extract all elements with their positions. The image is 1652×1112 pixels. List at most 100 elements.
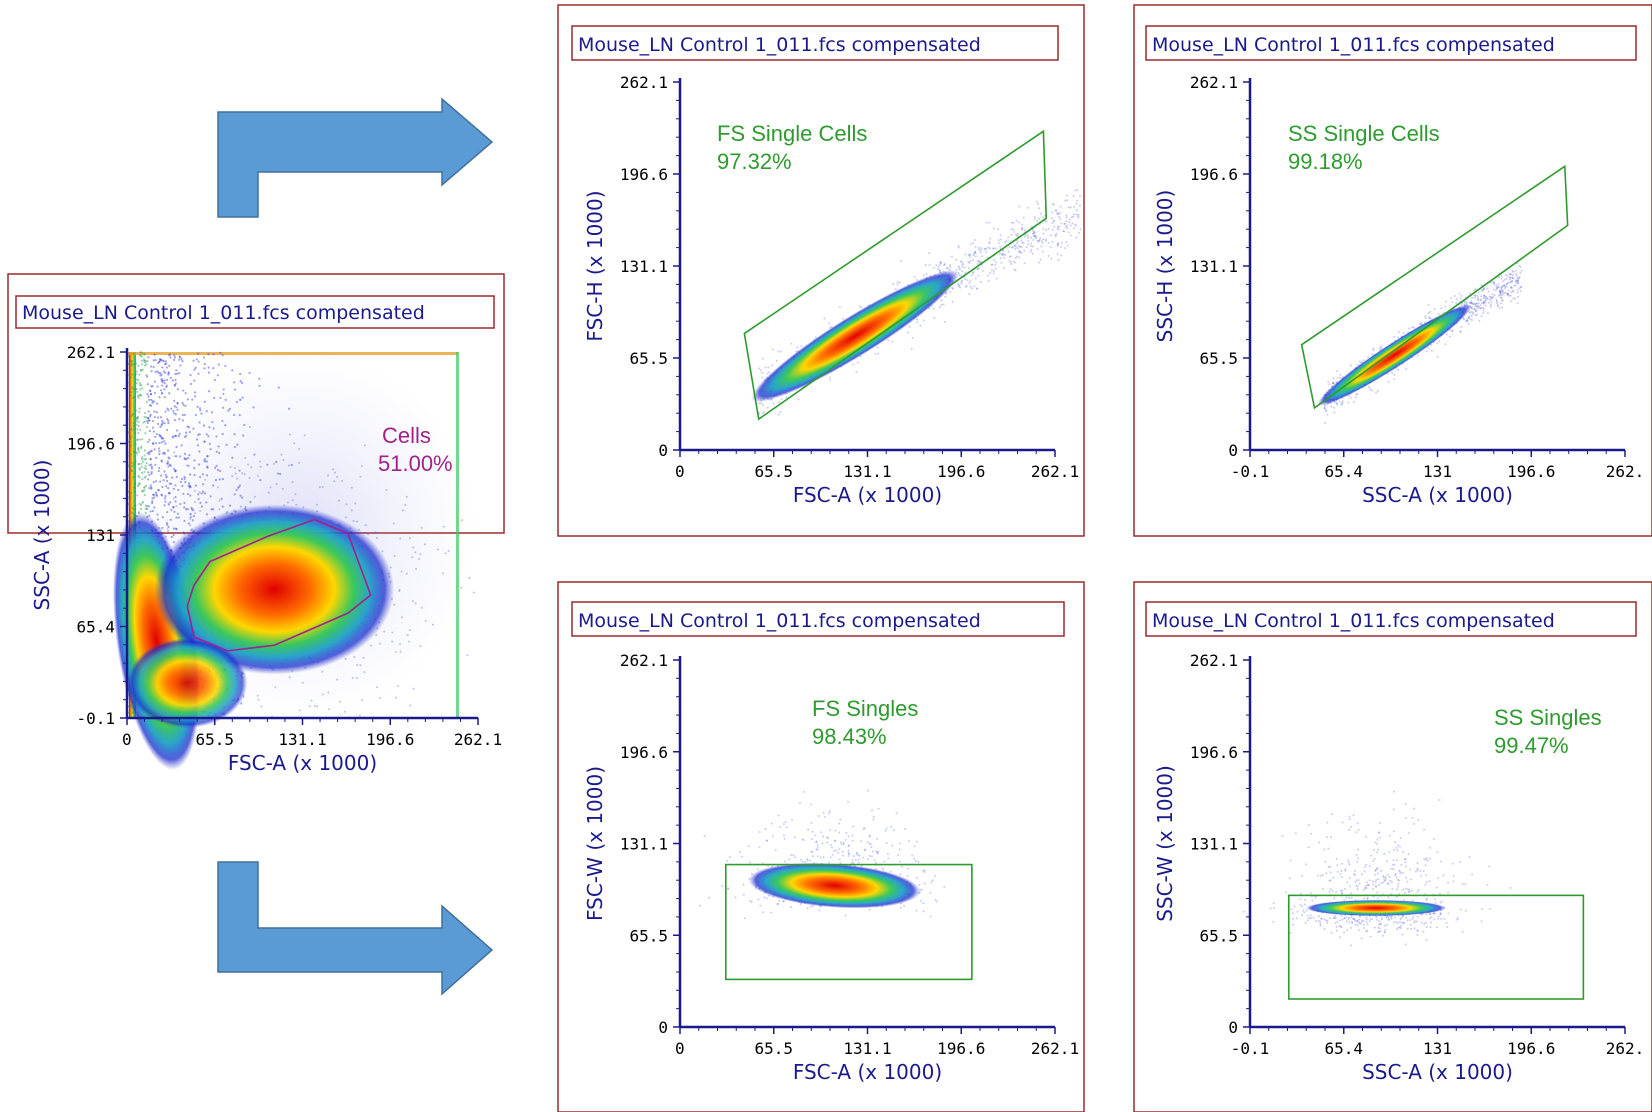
- y-tick-label: 262.1: [1190, 651, 1238, 670]
- x-tick-label: 262.1: [1031, 1039, 1079, 1058]
- y-tick-label: 65.5: [629, 349, 668, 368]
- y-tick-label: 196.6: [620, 743, 668, 762]
- y-tick-label: 65.5: [1199, 926, 1238, 945]
- gate-polygon[interactable]: [186, 518, 372, 652]
- x-tick-label: 131: [1423, 1039, 1452, 1058]
- y-tick-label: 262.1: [67, 343, 115, 362]
- x-tick-label: 65.5: [195, 730, 234, 749]
- panel-frame: [557, 581, 1085, 1112]
- chart-panel-fs-singles: Mouse_LN Control 1_011.fcs compensated 00…: [557, 581, 1085, 1112]
- gate-percent: 97.32%: [717, 149, 792, 174]
- gate-percent: 99.18%: [1288, 149, 1363, 174]
- x-tick-label: 131: [1423, 462, 1452, 481]
- gate-rectangle[interactable]: [724, 863, 973, 981]
- x-tick-label: 196.6: [1507, 1039, 1555, 1058]
- x-tick-label: 262.: [1606, 1039, 1645, 1058]
- y-tick-label: 131.1: [1190, 835, 1238, 854]
- y-tick-label: 196.6: [1190, 165, 1238, 184]
- y-axis-label: SSC-A (x 1000): [30, 460, 54, 611]
- y-tick-label: 196.6: [620, 165, 668, 184]
- y-tick-label: 0: [1228, 441, 1238, 460]
- x-tick-label: 131.1: [843, 1039, 891, 1058]
- x-tick-label: 196.6: [937, 462, 985, 481]
- y-tick-label: 0: [658, 441, 668, 460]
- x-tick-label: 65.5: [754, 1039, 793, 1058]
- x-axis-label: FSC-A (x 1000): [793, 483, 942, 507]
- y-tick-label: -0.1: [76, 709, 115, 728]
- x-tick-label: 65.4: [1324, 462, 1363, 481]
- chart-title: Mouse_LN Control 1_011.fcs compensated: [1152, 610, 1555, 632]
- x-tick-label: 262.1: [454, 730, 502, 749]
- y-tick-label: 131.1: [620, 257, 668, 276]
- y-tick-label: 0: [1228, 1018, 1238, 1037]
- panel-frame: [557, 4, 1085, 537]
- density-plot: [1242, 790, 1512, 947]
- y-axis-label: SSC-H (x 1000): [1153, 190, 1177, 343]
- chart-title: Mouse_LN Control 1_011.fcs compensated: [578, 34, 981, 56]
- gate-name: SS Single Cells: [1288, 121, 1440, 146]
- chart-title-box: [571, 25, 1059, 61]
- density-plot: [1317, 262, 1523, 425]
- y-tick-label: 196.6: [67, 435, 115, 454]
- y-tick-label: 131.1: [620, 835, 668, 854]
- panel-frame: [1133, 4, 1652, 537]
- density-plot: [751, 188, 1082, 416]
- chart-title-box: [571, 601, 1065, 637]
- x-tick-label: 65.4: [1324, 1039, 1363, 1058]
- x-tick-label: -0.1: [1231, 462, 1270, 481]
- x-tick-label: 0: [675, 462, 685, 481]
- gate-name: SS Singles: [1494, 705, 1602, 730]
- y-tick-label: 196.6: [1190, 743, 1238, 762]
- y-tick-label: 65.4: [76, 618, 115, 637]
- y-axis-label: SSC-W (x 1000): [1153, 765, 1177, 922]
- chart-title-box: [15, 295, 495, 329]
- gate-percent: 99.47%: [1494, 733, 1569, 758]
- x-tick-label: 196.6: [366, 730, 414, 749]
- chart-panel-fs-single-cells: Mouse_LN Control 1_011.fcs compensated 00…: [557, 4, 1085, 537]
- gate-name: FS Single Cells: [717, 121, 867, 146]
- y-tick-label: 262.1: [620, 651, 668, 670]
- y-tick-label: 131: [86, 526, 115, 545]
- gate-name: FS Singles: [812, 696, 918, 721]
- x-tick-label: 0: [122, 730, 132, 749]
- x-tick-label: 131.1: [278, 730, 326, 749]
- gate-name: Cells: [382, 423, 431, 448]
- x-axis-label: FSC-A (x 1000): [793, 1060, 942, 1084]
- chart-panel-cells: Mouse_LN Control 1_011.fcs compensated 0-…: [7, 273, 505, 775]
- x-axis-label: SSC-A (x 1000): [1362, 483, 1513, 507]
- panel-frame: [1133, 581, 1652, 1112]
- y-tick-label: 262.1: [620, 73, 668, 92]
- y-tick-label: 0: [658, 1018, 668, 1037]
- x-tick-label: -0.1: [1231, 1039, 1270, 1058]
- gate-rectangle[interactable]: [1287, 894, 1585, 1000]
- x-tick-label: 131.1: [843, 462, 891, 481]
- chart-title: Mouse_LN Control 1_011.fcs compensated: [578, 610, 981, 632]
- y-tick-label: 131.1: [1190, 257, 1238, 276]
- chart-title-box: [1145, 25, 1637, 61]
- x-tick-label: 196.6: [1507, 462, 1555, 481]
- chart-title: Mouse_LN Control 1_011.fcs compensated: [1152, 34, 1555, 56]
- x-axis-label: SSC-A (x 1000): [1362, 1060, 1513, 1084]
- gate-polygon[interactable]: [1300, 164, 1569, 410]
- x-tick-label: 65.5: [754, 462, 793, 481]
- chart-title-box: [1145, 601, 1637, 637]
- y-axis-label: FSC-H (x 1000): [583, 190, 607, 341]
- y-tick-label: 65.5: [1199, 349, 1238, 368]
- chart-panel-ss-singles: Mouse_LN Control 1_011.fcs compensated -0…: [1133, 581, 1652, 1112]
- density-plot: [112, 351, 478, 770]
- chart-panel-ss-single-cells: Mouse_LN Control 1_011.fcs compensated -0…: [1133, 4, 1652, 537]
- chart-title: Mouse_LN Control 1_011.fcs compensated: [22, 302, 425, 324]
- x-tick-label: 0: [675, 1039, 685, 1058]
- y-axis-label: FSC-W (x 1000): [583, 766, 607, 921]
- gate-percent: 51.00%: [378, 451, 453, 476]
- y-tick-label: 65.5: [629, 926, 668, 945]
- arrow-down-right: [217, 861, 494, 996]
- x-tick-label: 262.1: [1031, 462, 1079, 481]
- gate-polygon[interactable]: [743, 129, 1048, 421]
- arrow-up-right: [217, 97, 494, 218]
- y-tick-label: 262.1: [1190, 73, 1238, 92]
- gate-percent: 98.43%: [812, 724, 887, 749]
- x-tick-label: 262.: [1606, 462, 1645, 481]
- x-axis-label: FSC-A (x 1000): [228, 751, 377, 775]
